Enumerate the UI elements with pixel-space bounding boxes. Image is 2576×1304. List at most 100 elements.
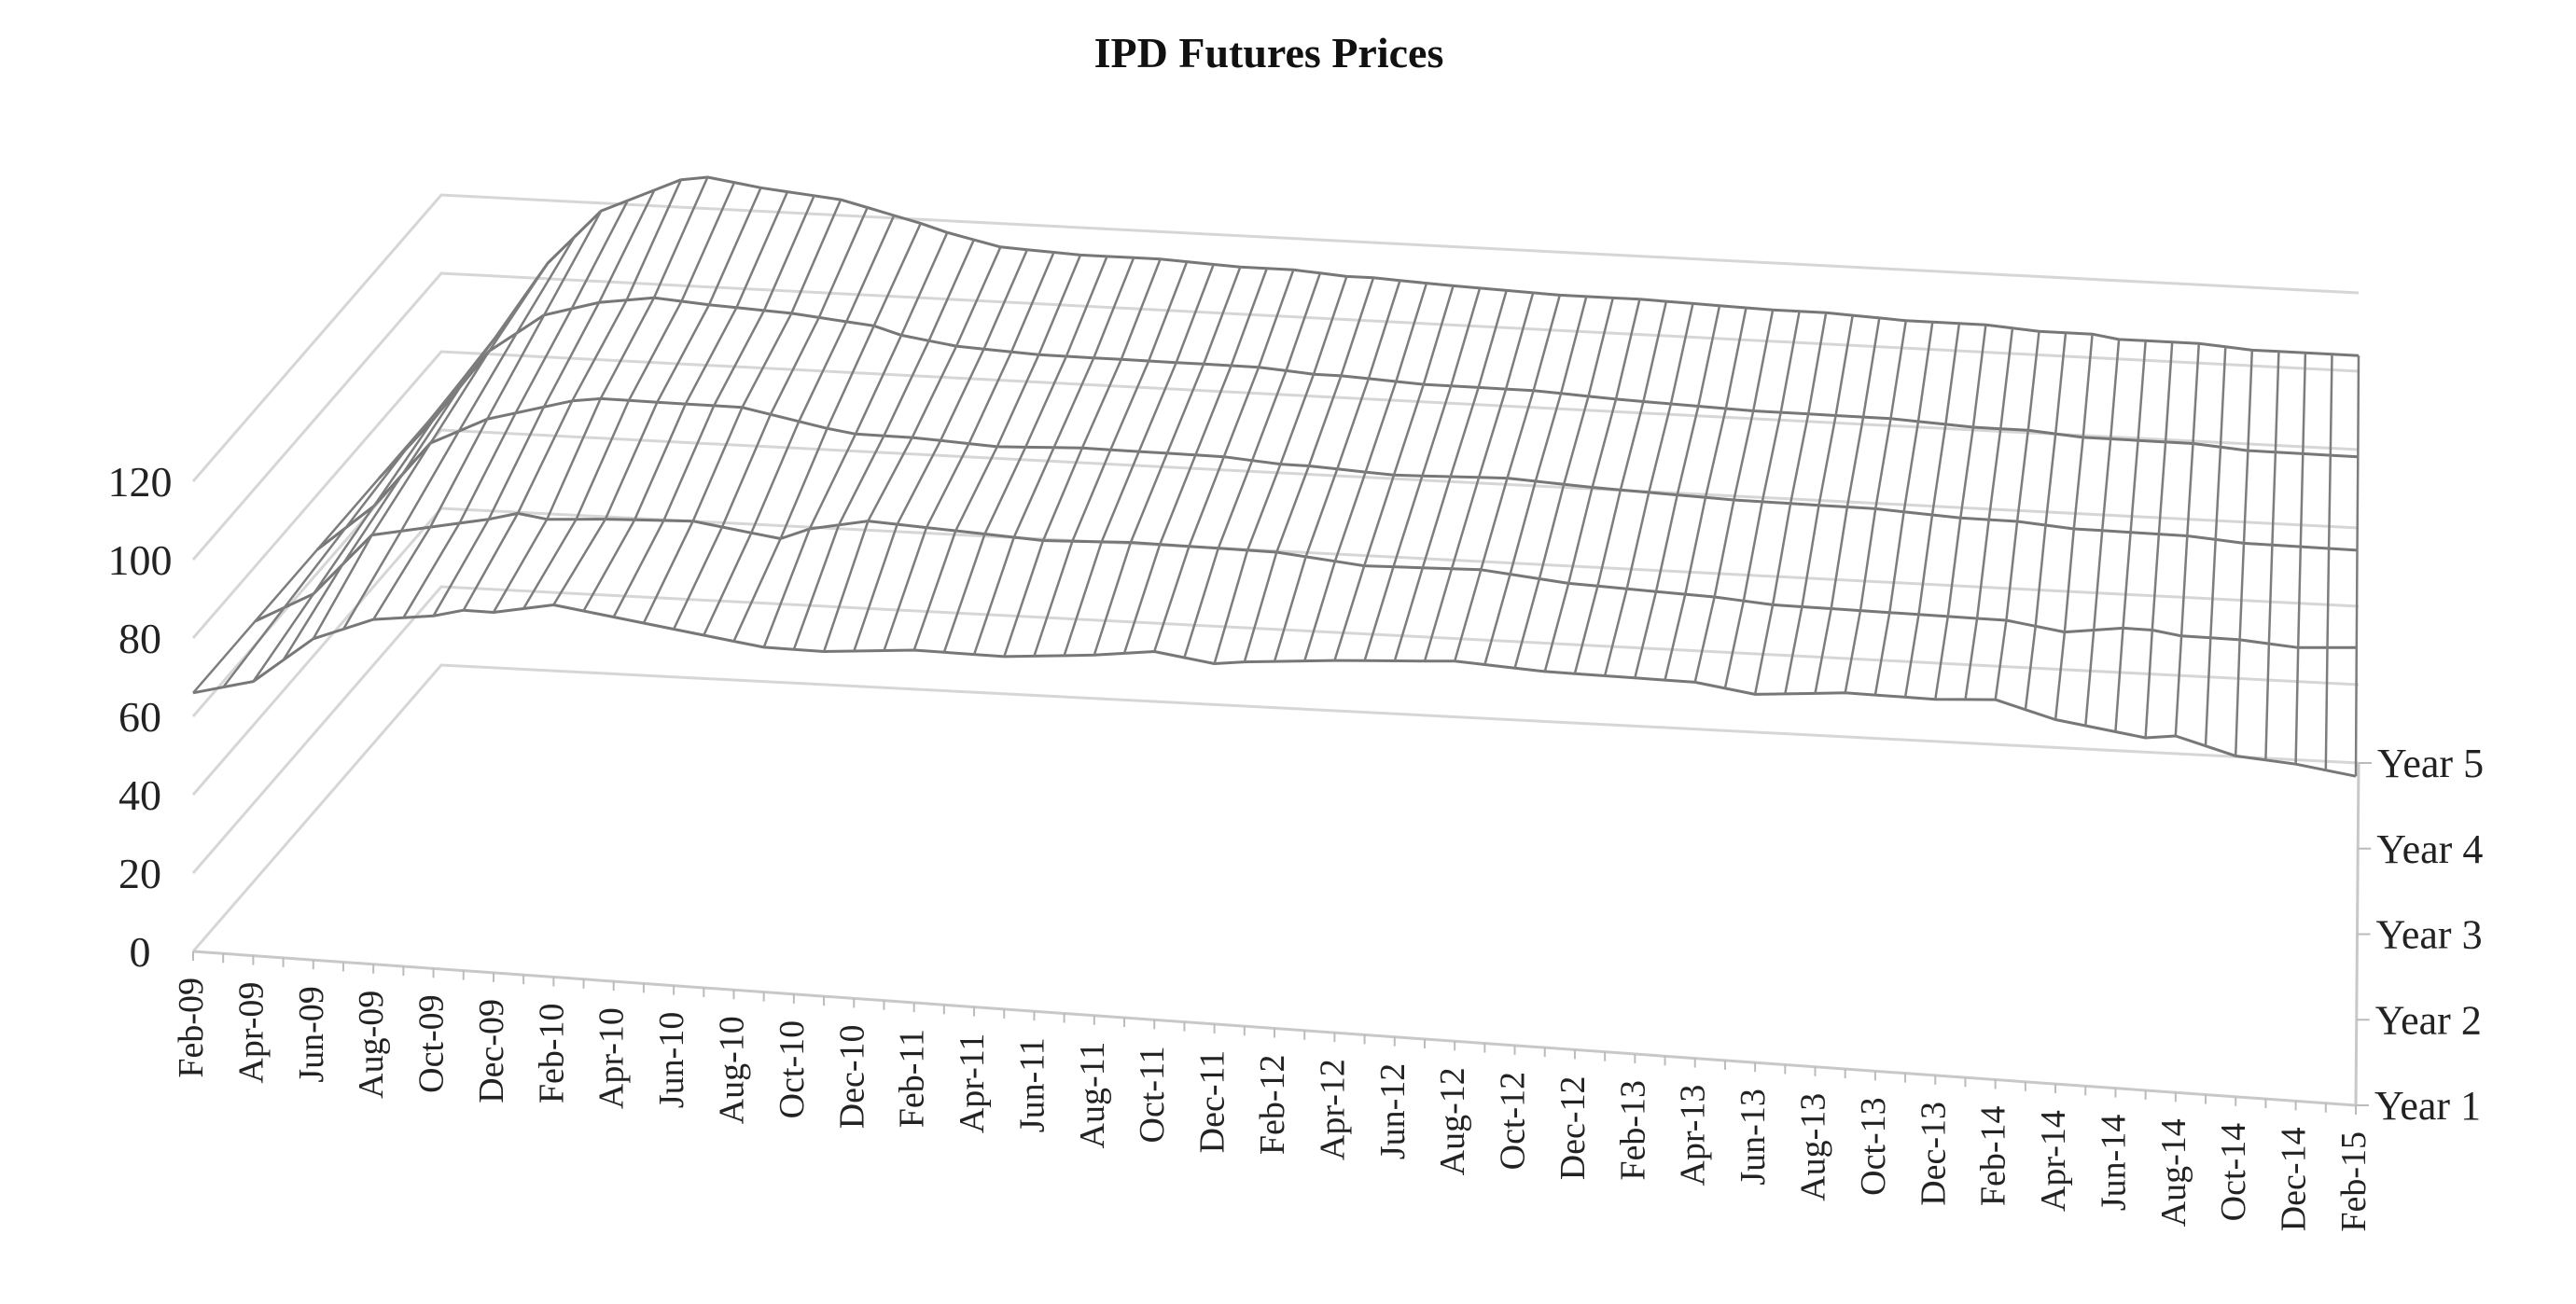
y-tick-label: 20: [118, 850, 161, 897]
cross-line: [853, 249, 1029, 652]
cross-line: [2114, 340, 2147, 732]
cross-line: [972, 257, 1135, 656]
cross-line: [1093, 266, 1242, 656]
y-tick-label: 80: [118, 615, 161, 662]
cross-line: [883, 252, 1055, 651]
gridline-60: [191, 428, 2360, 717]
y-tick-label: 40: [118, 771, 161, 819]
cross-line: [1513, 298, 1615, 669]
x-tick-label: Apr-10: [592, 1007, 632, 1109]
x-tick-label: Apr-09: [231, 982, 271, 1084]
gridline-80: [191, 350, 2360, 639]
x-tick-label: Jun-13: [1734, 1089, 1773, 1185]
depth-label: Year 4: [2376, 826, 2483, 872]
cross-line: [2354, 355, 2360, 777]
x-tick-label: Apr-11: [953, 1033, 992, 1134]
y-tick-label: 60: [118, 693, 161, 741]
cross-line: [942, 256, 1108, 653]
x-tick-label: Jun-14: [2094, 1115, 2133, 1211]
cross-line: [1183, 272, 1322, 659]
x-tick-label: Dec-13: [1914, 1102, 1953, 1206]
cross-line: [822, 246, 1002, 652]
cross-line: [252, 338, 496, 683]
cross-line: [792, 239, 975, 650]
cross-line: [1634, 305, 1721, 679]
x-tick-label: Feb-12: [1253, 1055, 1292, 1156]
cross-line: [1964, 327, 2014, 701]
cross-line: [1873, 322, 1934, 696]
cross-line: [912, 254, 1082, 651]
cross-line: [1814, 317, 1881, 694]
x-tick-label: Oct-12: [1494, 1072, 1533, 1171]
cross-line: [222, 371, 469, 688]
cross-line: [1934, 325, 1987, 700]
x-tick-label: Feb-11: [893, 1029, 932, 1128]
x-tick-label: Dec-10: [832, 1024, 871, 1129]
x-tick-label: Jun-10: [652, 1012, 691, 1108]
cross-line: [1363, 287, 1482, 661]
x-tick-label: Apr-13: [1674, 1085, 1713, 1186]
cross-line: [2024, 332, 2068, 710]
cross-line: [2294, 353, 2307, 765]
x-tick-label: Jun-11: [1012, 1037, 1051, 1132]
cross-line: [2234, 350, 2254, 756]
x-tick-label: Dec-09: [472, 999, 511, 1103]
cross-line: [1153, 269, 1295, 652]
cross-line: [1063, 264, 1215, 657]
gridline-120: [191, 193, 2360, 482]
cross-line: [1903, 323, 1961, 698]
depth-label: Year 2: [2375, 997, 2482, 1043]
x-tick-label: Apr-12: [1313, 1059, 1352, 1160]
cross-line: [2324, 354, 2333, 770]
x-tick-label: Feb-13: [1613, 1080, 1652, 1181]
cross-line: [2264, 351, 2280, 760]
x-tick-label: Jun-09: [292, 986, 331, 1082]
cross-line: [372, 210, 603, 620]
y-tick-label: 120: [108, 458, 173, 506]
x-tick-label: Feb-15: [2334, 1131, 2374, 1232]
x-tick-label: Oct-10: [773, 1020, 812, 1119]
cross-line: [1243, 277, 1375, 662]
gridline-0: [191, 663, 2360, 952]
x-tick-label: Aug-11: [1073, 1042, 1112, 1149]
surface-wireframe: [192, 175, 2360, 778]
x-tick-label: Oct-11: [1133, 1046, 1172, 1143]
cross-line: [432, 189, 656, 617]
cross-line: [1333, 285, 1455, 661]
cross-line: [1753, 312, 1828, 695]
cross-line: [1303, 283, 1428, 661]
cross-line: [402, 200, 629, 618]
cross-line: [1573, 300, 1668, 674]
cross-line: [703, 215, 896, 636]
cross-line: [1664, 307, 1748, 681]
cross-line: [1273, 280, 1401, 662]
cross-line: [672, 206, 869, 631]
x-tick-label: Aug-13: [1794, 1093, 1833, 1201]
cross-line: [192, 405, 442, 694]
y-tick-label: 100: [108, 536, 173, 584]
x-tick-label: Dec-14: [2275, 1127, 2314, 1231]
cross-line: [1423, 292, 1535, 662]
gridline-20: [191, 585, 2360, 874]
cross-line: [1483, 296, 1588, 665]
x-tick-label: Oct-13: [1854, 1097, 1893, 1196]
cross-line: [762, 231, 949, 648]
cross-line: [2174, 343, 2201, 737]
series-line-2: [254, 511, 2357, 649]
cross-line: [2084, 339, 2121, 727]
x-tick-label: Dec-11: [1193, 1050, 1232, 1153]
x-tick-label: Oct-09: [412, 994, 452, 1093]
cross-line: [1393, 290, 1508, 661]
cross-line: [732, 222, 922, 643]
cross-line: [1844, 320, 1908, 694]
x-tick-label: Dec-12: [1553, 1075, 1593, 1180]
cross-line: [492, 176, 709, 614]
cross-line: [2144, 341, 2174, 739]
cross-line: [312, 262, 550, 640]
x-tick-label: Aug-12: [1433, 1067, 1472, 1175]
depth-label: Year 5: [2377, 741, 2484, 786]
cross-line: [1122, 268, 1268, 654]
cross-line: [612, 195, 815, 618]
y-tick-label: 0: [130, 928, 151, 976]
x-tick-label: Aug-10: [713, 1016, 752, 1124]
